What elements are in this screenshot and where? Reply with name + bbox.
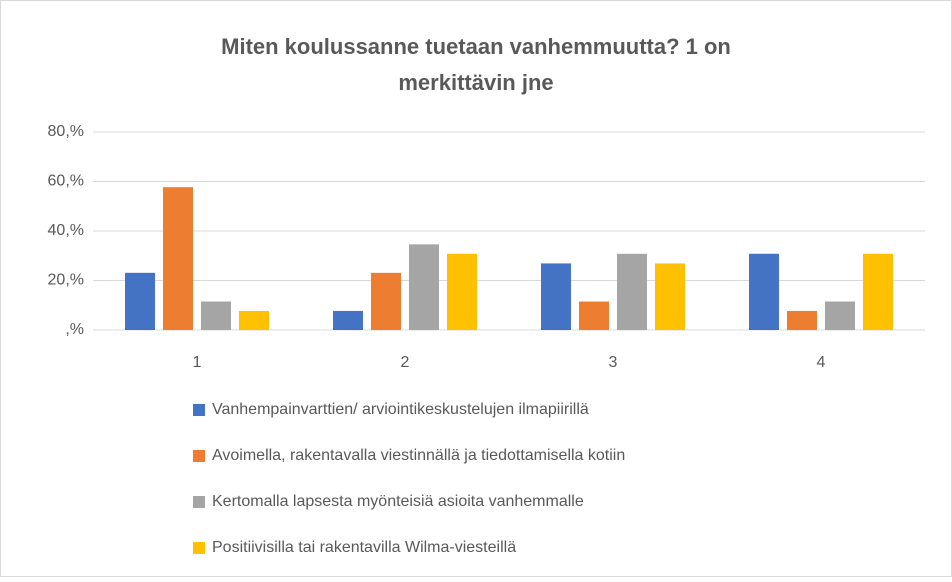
y-tick-label: 60,% [48, 173, 84, 190]
bar [825, 301, 855, 330]
bar [447, 253, 477, 330]
legend-swatch [193, 496, 205, 508]
bar [541, 263, 571, 330]
y-tick-label: 40,% [48, 222, 84, 239]
bar [163, 187, 193, 330]
bar [201, 301, 231, 330]
bar [579, 301, 609, 330]
y-tick-label: ,% [65, 321, 84, 338]
chart-title: Miten koulussanne tuetaan vanhemmuutta? … [221, 34, 731, 59]
bar [617, 253, 647, 330]
x-tick-label: 3 [609, 354, 618, 371]
legend-label: Positiivisilla tai rakentavilla Wilma-vi… [212, 539, 516, 556]
x-tick-label: 4 [817, 354, 826, 371]
legend-label: Kertomalla lapsesta myönteisiä asioita v… [212, 493, 584, 510]
chart-title: merkittävin jne [398, 70, 553, 95]
bar [371, 272, 401, 330]
y-tick-label: 20,% [48, 272, 84, 289]
legend-label: Vanhempainvarttien/ arviointikeskusteluj… [212, 401, 589, 418]
y-tick-label: 80,% [48, 123, 84, 140]
bar [655, 263, 685, 330]
legend-swatch [193, 404, 205, 416]
legend-swatch [193, 450, 205, 462]
x-tick-label: 2 [401, 354, 410, 371]
bar [749, 253, 779, 330]
x-tick-label: 1 [193, 354, 202, 371]
legend-swatch [193, 542, 205, 554]
bar [863, 253, 893, 330]
bar [787, 310, 817, 330]
bar [333, 310, 363, 330]
bar [239, 310, 269, 330]
bar [409, 244, 439, 330]
legend-label: Avoimella, rakentavalla viestinnällä ja … [212, 447, 625, 464]
bar [125, 272, 155, 330]
